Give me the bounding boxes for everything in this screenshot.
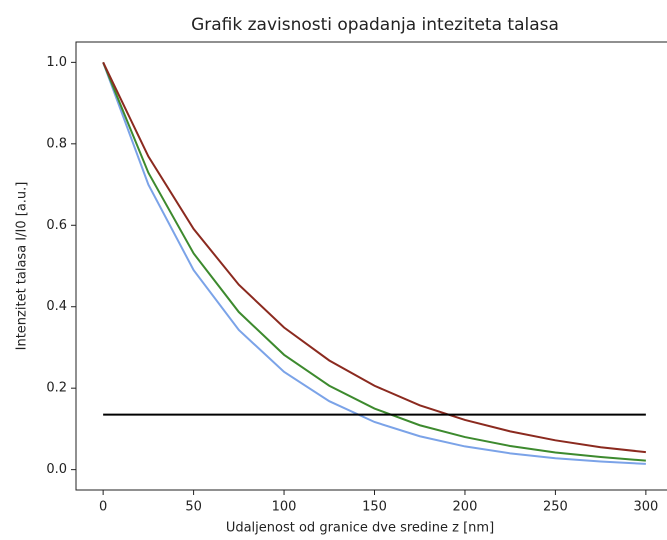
y-tick-label: 0.8 xyxy=(46,136,67,151)
x-tick-label: 0 xyxy=(99,500,107,515)
y-tick-label: 0.6 xyxy=(46,218,67,233)
y-tick-label: 0.0 xyxy=(46,462,67,477)
x-tick-label: 50 xyxy=(185,500,202,515)
plot-frame xyxy=(75,41,667,491)
x-tick-label: 300 xyxy=(633,500,658,515)
y-tick-label: 0.2 xyxy=(46,381,67,396)
x-tick-label: 150 xyxy=(362,500,387,515)
line-series xyxy=(102,61,646,462)
line-series xyxy=(102,62,646,465)
x-axis-label: Udaljenost od granice dve sredine z [nm] xyxy=(226,521,494,536)
x-tick-label: 250 xyxy=(543,500,568,515)
x-tick-label: 100 xyxy=(272,500,297,515)
line-series xyxy=(102,61,646,454)
chart-title: Grafik zavisnosti opadanja inteziteta ta… xyxy=(191,15,559,35)
x-tick-label: 200 xyxy=(453,500,478,515)
y-tick-label: 0.4 xyxy=(46,299,67,314)
y-axis-label: Intenzitet talasa I/I0 [a.u.] xyxy=(15,182,30,351)
y-tick-label: 1.0 xyxy=(46,55,67,70)
